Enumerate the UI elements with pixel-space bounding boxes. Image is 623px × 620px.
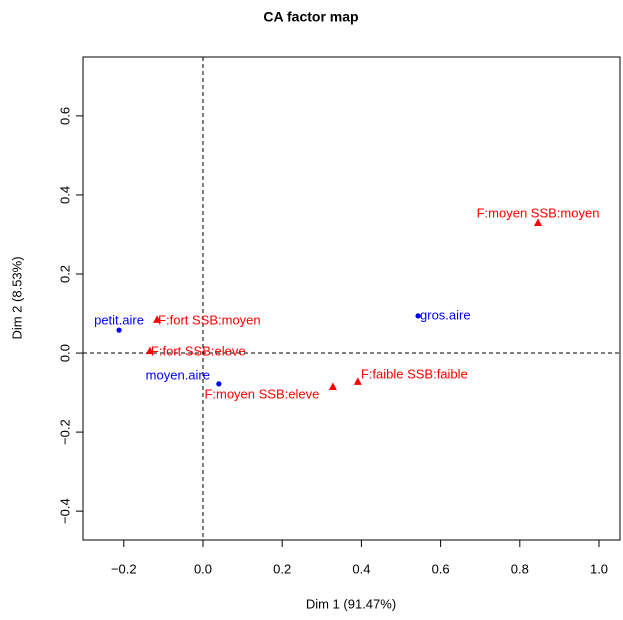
point xyxy=(353,377,362,385)
point-label: gros.aire xyxy=(420,307,471,322)
y-tick-label: 0.6 xyxy=(57,107,72,125)
point-label: F:fort SSB:moyen xyxy=(158,312,261,327)
y-tick-label: −0.4 xyxy=(57,498,72,524)
point xyxy=(116,327,122,333)
y-tick-label: 0.2 xyxy=(57,265,72,283)
point-label: petit.aire xyxy=(94,313,144,328)
y-tick-label: 0.4 xyxy=(57,186,72,204)
x-axis-label: Dim 1 (91.47%) xyxy=(306,596,396,611)
y-axis-label: Dim 2 (8.53%) xyxy=(9,256,24,339)
point xyxy=(534,218,543,227)
chart-title: CA factor map xyxy=(263,9,358,25)
point xyxy=(145,346,154,355)
point-label: F:faible SSB:faible xyxy=(361,366,468,381)
point-label: moyen.aire xyxy=(146,367,210,382)
x-tick-label: 1.0 xyxy=(590,561,608,576)
x-tick-label: 0.4 xyxy=(352,561,370,576)
y-tick-label: 0.0 xyxy=(57,344,72,362)
point xyxy=(153,315,162,323)
x-tick-label: 0.6 xyxy=(432,561,450,576)
plot-frame xyxy=(82,56,621,541)
point-label: F:moyen SSB:moyen xyxy=(477,205,600,220)
point-label: F:moyen SSB:eleve xyxy=(204,386,319,401)
x-tick-label: 0.0 xyxy=(194,561,212,576)
point-label: F:fort SSB:eleve xyxy=(151,344,246,359)
point xyxy=(216,381,222,387)
point xyxy=(415,313,421,319)
x-tick-label: 0.8 xyxy=(511,561,529,576)
x-tick-label: −0.2 xyxy=(111,561,137,576)
y-tick-label: −0.2 xyxy=(57,419,72,445)
point xyxy=(328,382,337,391)
x-tick-label: 0.2 xyxy=(273,561,291,576)
